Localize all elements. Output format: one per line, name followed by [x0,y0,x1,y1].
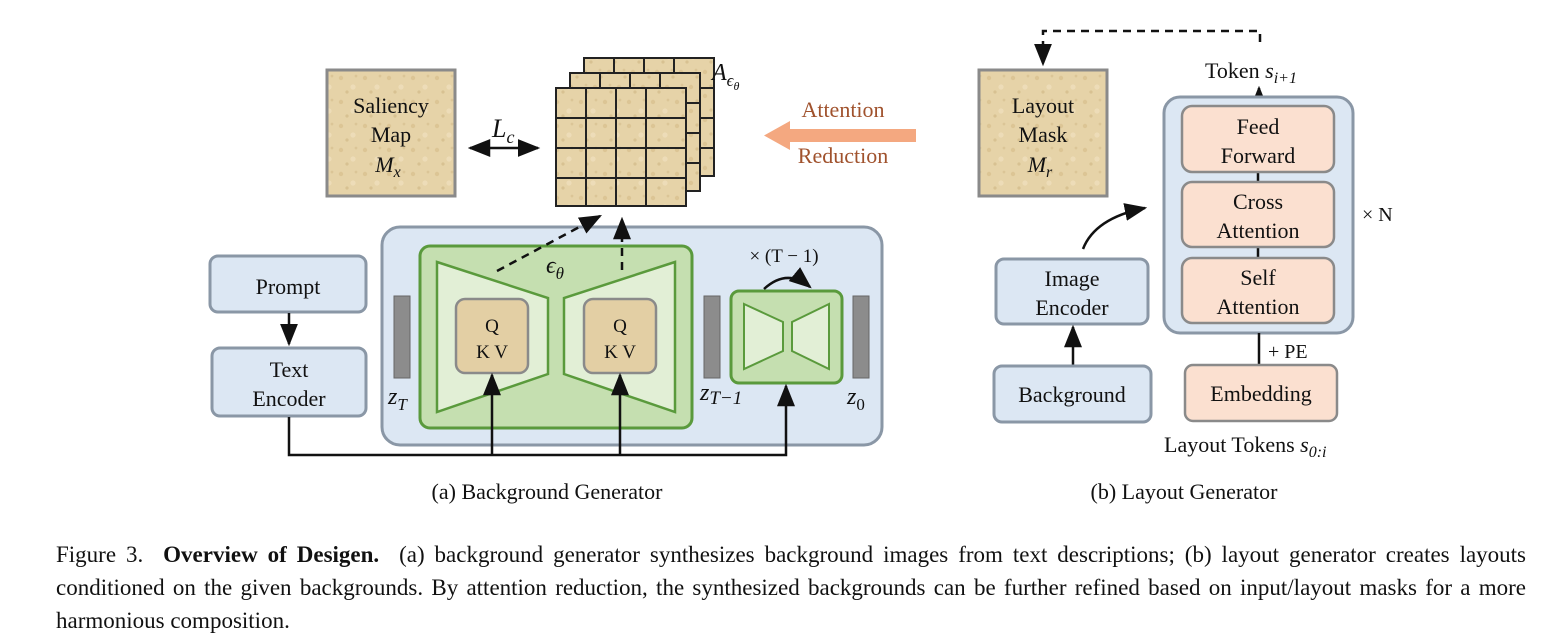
layout-mask-box: Layout Mask Mr [977,68,1109,198]
qkv-right-line1: Q [613,316,627,337]
image-encoder-line1: Image [1045,266,1100,291]
self-attention-line1: Self [1240,265,1276,290]
token-out-text: Token [1205,58,1265,83]
loss-sub: c [506,127,514,147]
feed-forward-line1: Feed [1237,114,1280,139]
text-encoder-box [210,346,368,418]
svg-text:z0: z0 [846,384,865,414]
figure-caption-text: (a) background generator synthesizes bac… [56,542,1527,633]
figure-caption: Figure 3. Overview of Desigen. (a) backg… [56,538,1526,637]
token-out-sub: i+1 [1274,70,1297,87]
text-cond-path [287,383,795,457]
attention-reduction-arrow [764,121,916,150]
zT-sub: T [397,395,408,414]
text-encoder-line1: Text [270,357,309,382]
attn-maps-subsub: θ [734,79,740,93]
layout-tokens-text: Layout Tokens [1164,432,1300,457]
qkv-left-line1: Q [485,316,499,337]
attention-reduction-line2: Reduction [798,143,888,168]
attention-maps-stack [555,57,715,207]
attn-maps-symbol: A [710,60,727,86]
attn-maps-sub: ϵ [727,71,735,90]
background-box [992,364,1153,424]
background-label: Background [1018,382,1126,407]
feed-forward-box [1180,104,1336,174]
saliency-line1: Saliency [353,93,429,118]
zT1-symbol: z [699,380,710,406]
text-encoder-line2: Encoder [252,386,326,411]
attention-reduction-line1: Attention [801,97,884,122]
panel-a-caption: (a) Background Generator [432,479,664,504]
prompt-box [208,254,368,314]
latent-zT1-bar [703,295,721,379]
layout-mask-sub: r [1046,164,1053,181]
svg-text:zT: zT [387,384,408,414]
saliency-map-box: Saliency Map Mx [325,68,457,198]
svg-text:zT−1: zT−1 [699,380,742,409]
layout-tokens-sub: 0:i [1309,444,1327,461]
cross-attention-line2: Attention [1216,218,1299,243]
layout-mask-line1: Layout [1012,93,1074,118]
embedding-box [1183,363,1339,423]
svg-text:Mr: Mr [1027,152,1053,181]
latent-z0-bar [852,295,870,379]
svg-text:Aϵθ: Aϵθ [710,60,740,93]
cross-attention-box [1180,180,1336,249]
prompt-label: Prompt [256,274,321,299]
loop-label: × (T − 1) [749,246,818,267]
image-encoder-line2: Encoder [1035,295,1109,320]
figure-caption-label: Figure 3. [56,542,144,567]
unet-sub: θ [556,264,564,283]
feed-forward-line2: Forward [1221,143,1296,168]
embedding-label: Embedding [1210,381,1311,406]
token-out-symbol: s [1265,58,1274,83]
qkv-right-line2: K V [604,342,636,363]
loss-symbol: L [491,114,506,143]
zT-symbol: z [387,384,398,410]
layout-tokens-symbol: s [1300,432,1309,457]
saliency-line2: Map [371,122,411,147]
attn-dashed-arrow-left [496,214,602,273]
small-unet-block [729,289,844,385]
svg-text:Lc: Lc [491,114,514,147]
layout-mask-line2: Mask [1019,122,1068,147]
panel-b-caption: (b) Layout Generator [1091,479,1279,504]
z0-sub: 0 [856,395,865,414]
latent-zT-bar [393,295,411,379]
qkv-left-line2: K V [476,342,508,363]
svg-text:Mx: Mx [374,152,400,181]
self-attention-line2: Attention [1216,294,1299,319]
zT1-sub: T−1 [709,388,742,409]
repeat-label: × N [1362,204,1393,226]
loop-arrow [763,267,812,290]
svg-text:Layout Tokens s0:i: Layout Tokens s0:i [1164,432,1327,461]
saliency-sub: x [393,164,401,181]
cross-attention-line1: Cross [1233,189,1283,214]
unet-symbol: ϵ [546,253,557,279]
svg-text:Token si+1: Token si+1 [1205,58,1297,87]
saliency-symbol: M [374,152,395,177]
z0-symbol: z [846,384,857,410]
figure-caption-bold: Overview of Desigen. [163,542,380,567]
image-encoder-box [994,257,1150,326]
image-feature-arrow [1081,203,1148,250]
pe-label: + PE [1268,341,1308,363]
svg-text:ϵθ: ϵθ [546,253,564,283]
feedback-dashed-arrow [1034,29,1262,67]
self-attention-box [1180,256,1336,325]
layout-mask-symbol: M [1027,152,1048,177]
